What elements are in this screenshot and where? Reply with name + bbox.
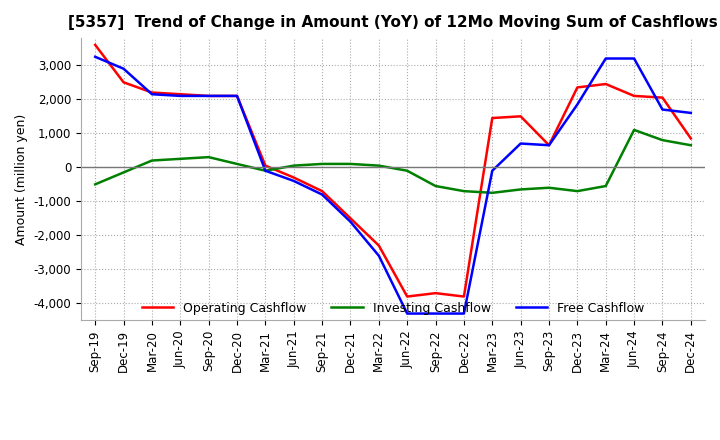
Operating Cashflow	[233, 93, 241, 99]
Operating Cashflow	[545, 143, 554, 148]
Y-axis label: Amount (million yen): Amount (million yen)	[15, 114, 28, 245]
Free Cashflow	[488, 168, 497, 173]
Investing Cashflow	[233, 161, 241, 167]
Operating Cashflow	[431, 290, 440, 296]
Free Cashflow	[403, 311, 412, 316]
Operating Cashflow	[289, 175, 298, 180]
Operating Cashflow	[318, 188, 326, 194]
Operating Cashflow	[601, 81, 610, 87]
Investing Cashflow	[176, 156, 184, 161]
Investing Cashflow	[403, 168, 412, 173]
Free Cashflow	[204, 93, 213, 99]
Operating Cashflow	[630, 93, 639, 99]
Legend: Operating Cashflow, Investing Cashflow, Free Cashflow: Operating Cashflow, Investing Cashflow, …	[137, 297, 649, 320]
Investing Cashflow	[346, 161, 355, 167]
Operating Cashflow	[204, 93, 213, 99]
Free Cashflow	[148, 92, 156, 97]
Investing Cashflow	[459, 188, 468, 194]
Free Cashflow	[686, 110, 695, 116]
Investing Cashflow	[431, 183, 440, 189]
Investing Cashflow	[630, 127, 639, 132]
Investing Cashflow	[516, 187, 525, 192]
Investing Cashflow	[488, 190, 497, 195]
Investing Cashflow	[686, 143, 695, 148]
Operating Cashflow	[148, 90, 156, 95]
Investing Cashflow	[374, 163, 383, 168]
Free Cashflow	[176, 93, 184, 99]
Title: [5357]  Trend of Change in Amount (YoY) of 12Mo Moving Sum of Cashflows: [5357] Trend of Change in Amount (YoY) o…	[68, 15, 718, 30]
Free Cashflow	[658, 107, 667, 112]
Operating Cashflow	[459, 294, 468, 299]
Investing Cashflow	[91, 182, 99, 187]
Free Cashflow	[233, 93, 241, 99]
Free Cashflow	[318, 192, 326, 197]
Free Cashflow	[261, 168, 270, 173]
Investing Cashflow	[261, 168, 270, 173]
Investing Cashflow	[204, 154, 213, 160]
Investing Cashflow	[289, 163, 298, 168]
Line: Investing Cashflow: Investing Cashflow	[95, 130, 690, 193]
Free Cashflow	[601, 56, 610, 61]
Investing Cashflow	[601, 183, 610, 189]
Free Cashflow	[346, 219, 355, 224]
Line: Free Cashflow: Free Cashflow	[95, 57, 690, 314]
Operating Cashflow	[176, 92, 184, 97]
Operating Cashflow	[403, 294, 412, 299]
Free Cashflow	[630, 56, 639, 61]
Investing Cashflow	[573, 188, 582, 194]
Operating Cashflow	[374, 243, 383, 248]
Free Cashflow	[91, 54, 99, 59]
Investing Cashflow	[120, 170, 128, 175]
Operating Cashflow	[686, 136, 695, 141]
Free Cashflow	[374, 253, 383, 258]
Free Cashflow	[459, 311, 468, 316]
Operating Cashflow	[346, 216, 355, 221]
Free Cashflow	[545, 143, 554, 148]
Investing Cashflow	[318, 161, 326, 167]
Operating Cashflow	[261, 163, 270, 168]
Free Cashflow	[289, 178, 298, 183]
Line: Operating Cashflow: Operating Cashflow	[95, 45, 690, 297]
Operating Cashflow	[573, 85, 582, 90]
Investing Cashflow	[658, 137, 667, 143]
Free Cashflow	[573, 102, 582, 107]
Investing Cashflow	[148, 158, 156, 163]
Free Cashflow	[431, 311, 440, 316]
Operating Cashflow	[91, 42, 99, 48]
Operating Cashflow	[516, 114, 525, 119]
Investing Cashflow	[545, 185, 554, 191]
Free Cashflow	[516, 141, 525, 146]
Free Cashflow	[120, 66, 128, 71]
Operating Cashflow	[488, 115, 497, 121]
Operating Cashflow	[658, 95, 667, 100]
Operating Cashflow	[120, 80, 128, 85]
